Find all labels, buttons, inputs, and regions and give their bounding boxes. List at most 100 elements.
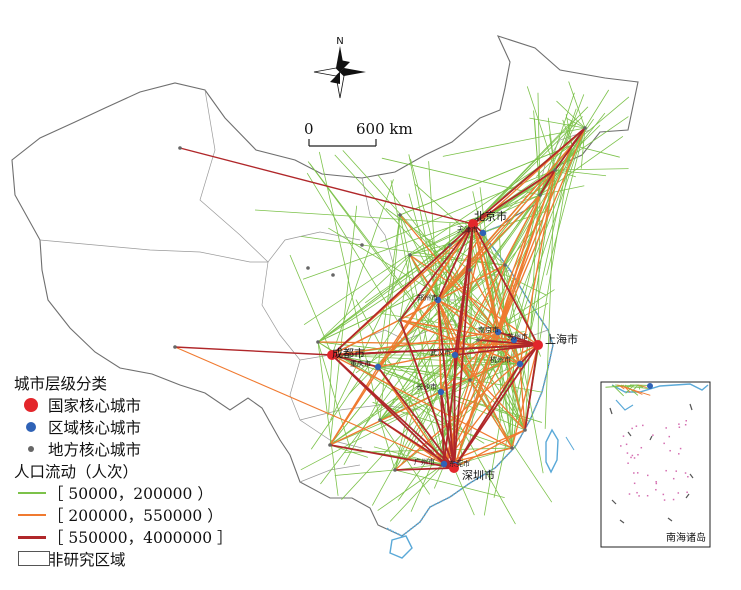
flow-line-mid [497, 194, 541, 333]
flow-line-low [317, 223, 474, 343]
flow-line-low [539, 135, 624, 196]
city-label-hangzhou: 杭州市 [490, 355, 511, 364]
flow-line-high [331, 344, 539, 356]
inset-island-dot [668, 435, 671, 438]
inset-island-dot [669, 449, 671, 452]
flow-line-low [472, 116, 583, 225]
flow-line-mid [331, 127, 586, 356]
flow-line-high [399, 223, 474, 321]
taiwan-island [545, 428, 559, 474]
legend-item-non-study: 非研究区域 [14, 548, 126, 570]
flow-line-low [477, 127, 586, 341]
flow-line-mid [454, 194, 541, 356]
local-city-dot [360, 243, 364, 247]
local-city-dot [538, 193, 542, 197]
city-label-chengdu: 成都市 [332, 346, 365, 360]
flow-line-low [331, 354, 529, 422]
inset-island-dot [672, 477, 675, 480]
flow-line-mid [519, 363, 526, 431]
scale-start-label: 0 [304, 120, 314, 138]
flow-line-mid [454, 331, 499, 356]
inset-island-dot [678, 423, 680, 425]
flow-line-mid [454, 354, 526, 431]
inset-island-dot [679, 447, 682, 450]
flow-line-low [408, 193, 439, 301]
flow-line-high [440, 391, 445, 465]
local-city-dot [476, 338, 480, 342]
inset-island-dot [626, 452, 629, 454]
regional-city-dot [516, 360, 524, 368]
city-label-nanjing: 南京市 [478, 325, 499, 334]
flow-line-high [394, 467, 455, 471]
flow-line-low [377, 174, 499, 333]
inset-island-dot [631, 427, 633, 430]
inset-island-dot [662, 493, 665, 496]
flow-line-mid [394, 344, 539, 471]
local-city-dot [510, 446, 514, 450]
regional-city-dot [440, 460, 448, 468]
flow-line-low [377, 264, 506, 368]
flow-line-low [477, 339, 513, 449]
city-label-chongqing: 重庆市 [350, 359, 371, 368]
flow-line-low [328, 227, 515, 341]
local-city-dot [393, 468, 397, 472]
flow-line-low [394, 244, 446, 471]
flow-line-mid [399, 319, 521, 365]
local-city-dot [378, 418, 382, 422]
flow-line-mid [437, 299, 499, 333]
inset-island-dot [675, 470, 677, 472]
flow-line-low [477, 303, 549, 341]
legend-item-flow-high: ［ 550000，4000000 ］ [14, 526, 233, 548]
flow-line-low [317, 341, 351, 450]
flow-line-high [454, 223, 474, 356]
flow-line-high [477, 339, 539, 346]
local-city-dot [468, 268, 472, 272]
flow-line-mid [329, 344, 539, 446]
flow-line-high [472, 169, 556, 225]
flow-line-low [409, 254, 506, 266]
local-city-dot [468, 378, 472, 382]
flow-line-mid [437, 232, 484, 301]
flow-line-low [544, 169, 556, 429]
inset-island-dot [652, 434, 654, 436]
national-city-dot [327, 350, 337, 360]
flow-line-low [394, 469, 505, 499]
inset-island-dot [655, 482, 658, 485]
flow-line-low [309, 163, 456, 356]
flow-line-low [472, 123, 570, 225]
flow-line-low [317, 269, 471, 343]
inset-island-dot [630, 456, 632, 459]
flow-low-line-icon [18, 492, 46, 494]
flow-line-high [571, 127, 586, 146]
flow-line-low [407, 194, 541, 455]
flow-line-low [380, 169, 556, 243]
flow-line-mid [377, 144, 573, 368]
inset-flow-line [616, 384, 651, 396]
flow-line-low [546, 127, 586, 276]
regional-city-dot [510, 336, 518, 344]
flow-line-low [440, 391, 516, 525]
flow-line-low [554, 94, 585, 171]
flow-line-low [379, 419, 396, 471]
flow-line-high [379, 419, 455, 469]
flow-line-low [303, 144, 573, 326]
flow-line-mid [443, 429, 526, 465]
flow-line-low [310, 319, 401, 450]
flow-line-low [317, 341, 521, 365]
local-city-dot [583, 126, 587, 130]
inset-island-dot [633, 457, 636, 459]
flow-line-mid [437, 299, 456, 356]
flow-line-high [331, 354, 445, 465]
compass-north-label: N [336, 36, 343, 47]
flow-line-mid [472, 223, 499, 333]
inset-island-dot [684, 472, 687, 474]
flow-line-low [377, 214, 401, 368]
flow-line-low [377, 366, 467, 381]
flow-line-mid [377, 223, 474, 368]
inset-island-dot [627, 462, 629, 464]
flow-line-low [571, 144, 620, 158]
inset-island-dot [663, 499, 666, 501]
legend-item-flow-low: ［ 50000，200000 ） [14, 482, 213, 504]
flow-line-mid [437, 299, 521, 365]
